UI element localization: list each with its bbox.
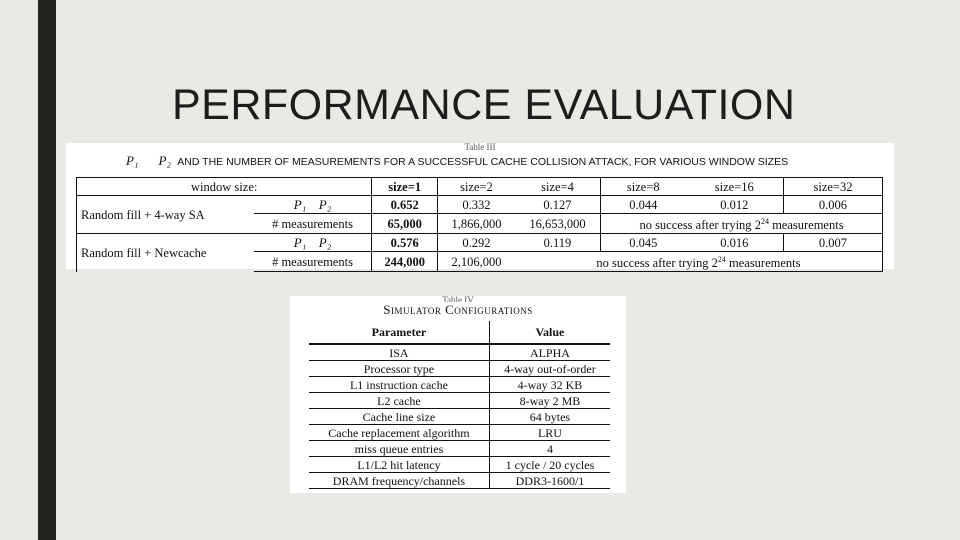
window-size-table: window size: size=1 size=2 size=4 size=8… [75, 177, 884, 273]
value-cell: 64 bytes [489, 408, 610, 425]
table-row: Random fill + 4-way SA P₁ P₂ 0.652 0.332… [75, 194, 884, 234]
table-caption: P₁ P₂ AND THE NUMBER OF MEASUREMENTS FOR … [126, 153, 788, 169]
caption-text: AND THE NUMBER OF MEASUREMENTS FOR A SUC… [177, 156, 789, 168]
table-header-row: Parameter Value [309, 321, 610, 345]
unit-text: measurements [772, 218, 844, 233]
table-row: # measurements 244,000 2,106,000 no succ… [77, 251, 883, 273]
parameter-cell: miss queue entries [309, 440, 490, 457]
parameter-cell: L1 instruction cache [309, 376, 490, 393]
window-size-table-figure: Table III P₁ P₂ AND THE NUMBER OF MEASURE… [66, 143, 894, 273]
p-label: P₁ P₂ [253, 233, 373, 252]
value-cell: 0.652 [371, 195, 439, 214]
value-cell: 0.119 [514, 233, 602, 252]
parameter-cell: L2 cache [309, 392, 490, 409]
no-success-cell: no success after trying 224 measurements [514, 251, 883, 273]
header-cell: size=4 [514, 177, 602, 196]
table-label: Table III [464, 143, 496, 151]
group-name: Random fill + 4-way SA [75, 194, 254, 234]
meas-label: # measurements [253, 251, 373, 273]
value-cell: 0.127 [514, 195, 602, 214]
table-header-row: window size: size=1 size=2 size=4 size=8… [75, 177, 884, 196]
unit-text: measurements [729, 256, 801, 271]
header-cell: size=8 [600, 177, 686, 196]
p1-symbol: P₁ [293, 234, 307, 250]
header-cell: size=1 [371, 177, 439, 196]
value-cell: 0.044 [600, 195, 686, 214]
meas-label: # measurements [253, 212, 373, 234]
caption-p1: P₁ [126, 153, 139, 168]
simulator-config-table: Parameter Value ISA ALPHA Processor type 4-… [309, 321, 610, 489]
table-row: Processor type 4-way out-of-order [309, 360, 610, 377]
value-cell: ALPHA [489, 344, 610, 361]
header-cell: size=2 [437, 177, 515, 196]
slide-title: PERFORMANCE EVALUATION [172, 80, 796, 129]
value-cell: 0.045 [600, 233, 686, 252]
parameter-cell: DRAM frequency/channels [309, 472, 490, 489]
value-cell: 1,866,000 [437, 212, 515, 234]
table-row: L1 instruction cache 4-way 32 KB [309, 376, 610, 393]
value-cell: 0.332 [437, 195, 515, 214]
exponent: 24 [760, 217, 769, 226]
table-row: ISA ALPHA [309, 344, 610, 361]
table-row: DRAM frequency/channels DDR3-1600/1 [309, 472, 610, 489]
value-cell: 0.007 [783, 233, 884, 252]
parameter-cell: L1/L2 hit latency [309, 456, 490, 473]
value-cell: 0.292 [437, 233, 515, 252]
value-cell: LRU [489, 424, 610, 441]
value-cell: 0.006 [783, 195, 884, 214]
simulator-config-figure: Table IV Simulator Configurations Parame… [290, 296, 626, 493]
parameter-cell: Processor type [309, 360, 490, 377]
p2-symbol: P₂ [318, 234, 332, 250]
value-cell: 65,000 [371, 212, 439, 234]
table-label: Table IV [442, 296, 474, 302]
no-success-cell: no success after trying 224 measurements [600, 212, 883, 234]
value-cell: 0.576 [371, 233, 439, 252]
table-caption: Simulator Configurations [383, 302, 533, 317]
header-parameter: Parameter [309, 321, 490, 345]
table-row: Cache line size 64 bytes [309, 408, 610, 425]
table-row: L1/L2 hit latency 1 cycle / 20 cycles [309, 456, 610, 473]
value-cell: 1 cycle / 20 cycles [489, 456, 610, 473]
value-cell: 16,653,000 [514, 212, 602, 234]
header-cell: size=32 [783, 177, 884, 196]
no-success-text: no success after trying [596, 256, 709, 271]
group-name: Random fill + Newcache [75, 233, 254, 272]
value-cell: 4-way out-of-order [489, 360, 610, 377]
value-cell: DDR3-1600/1 [489, 472, 610, 489]
table-row: miss queue entries 4 [309, 440, 610, 457]
value-cell: 244,000 [371, 251, 439, 273]
parameter-cell: ISA [309, 344, 490, 361]
header-label: window size: [75, 177, 373, 196]
parameter-cell: Cache line size [309, 408, 490, 425]
p1-symbol: P₁ [293, 196, 307, 212]
table-row: # measurements 65,000 1,866,000 16,653,0… [77, 212, 883, 234]
left-accent-bar [38, 0, 56, 540]
header-value: Value [489, 321, 610, 345]
value-cell: 4-way 32 KB [489, 376, 610, 393]
value-cell: 0.012 [685, 195, 784, 214]
caption-p2: P₂ [158, 153, 171, 168]
p-label: P₁ P₂ [253, 195, 373, 214]
exponent: 24 [717, 255, 726, 265]
parameter-cell: Cache replacement algorithm [309, 424, 490, 441]
no-success-text: no success after trying [639, 218, 752, 233]
value-cell: 4 [489, 440, 610, 457]
p2-symbol: P₂ [318, 196, 332, 212]
value-cell: 2,106,000 [437, 251, 515, 273]
value-cell: 0.016 [685, 233, 784, 252]
value-cell: 8-way 2 MB [489, 392, 610, 409]
header-cell: size=16 [685, 177, 784, 196]
table-row: Random fill + Newcache P₁ P₂ 0.576 0.292… [75, 233, 884, 272]
table-row: Cache replacement algorithm LRU [309, 424, 610, 441]
table-row: L2 cache 8-way 2 MB [309, 392, 610, 409]
